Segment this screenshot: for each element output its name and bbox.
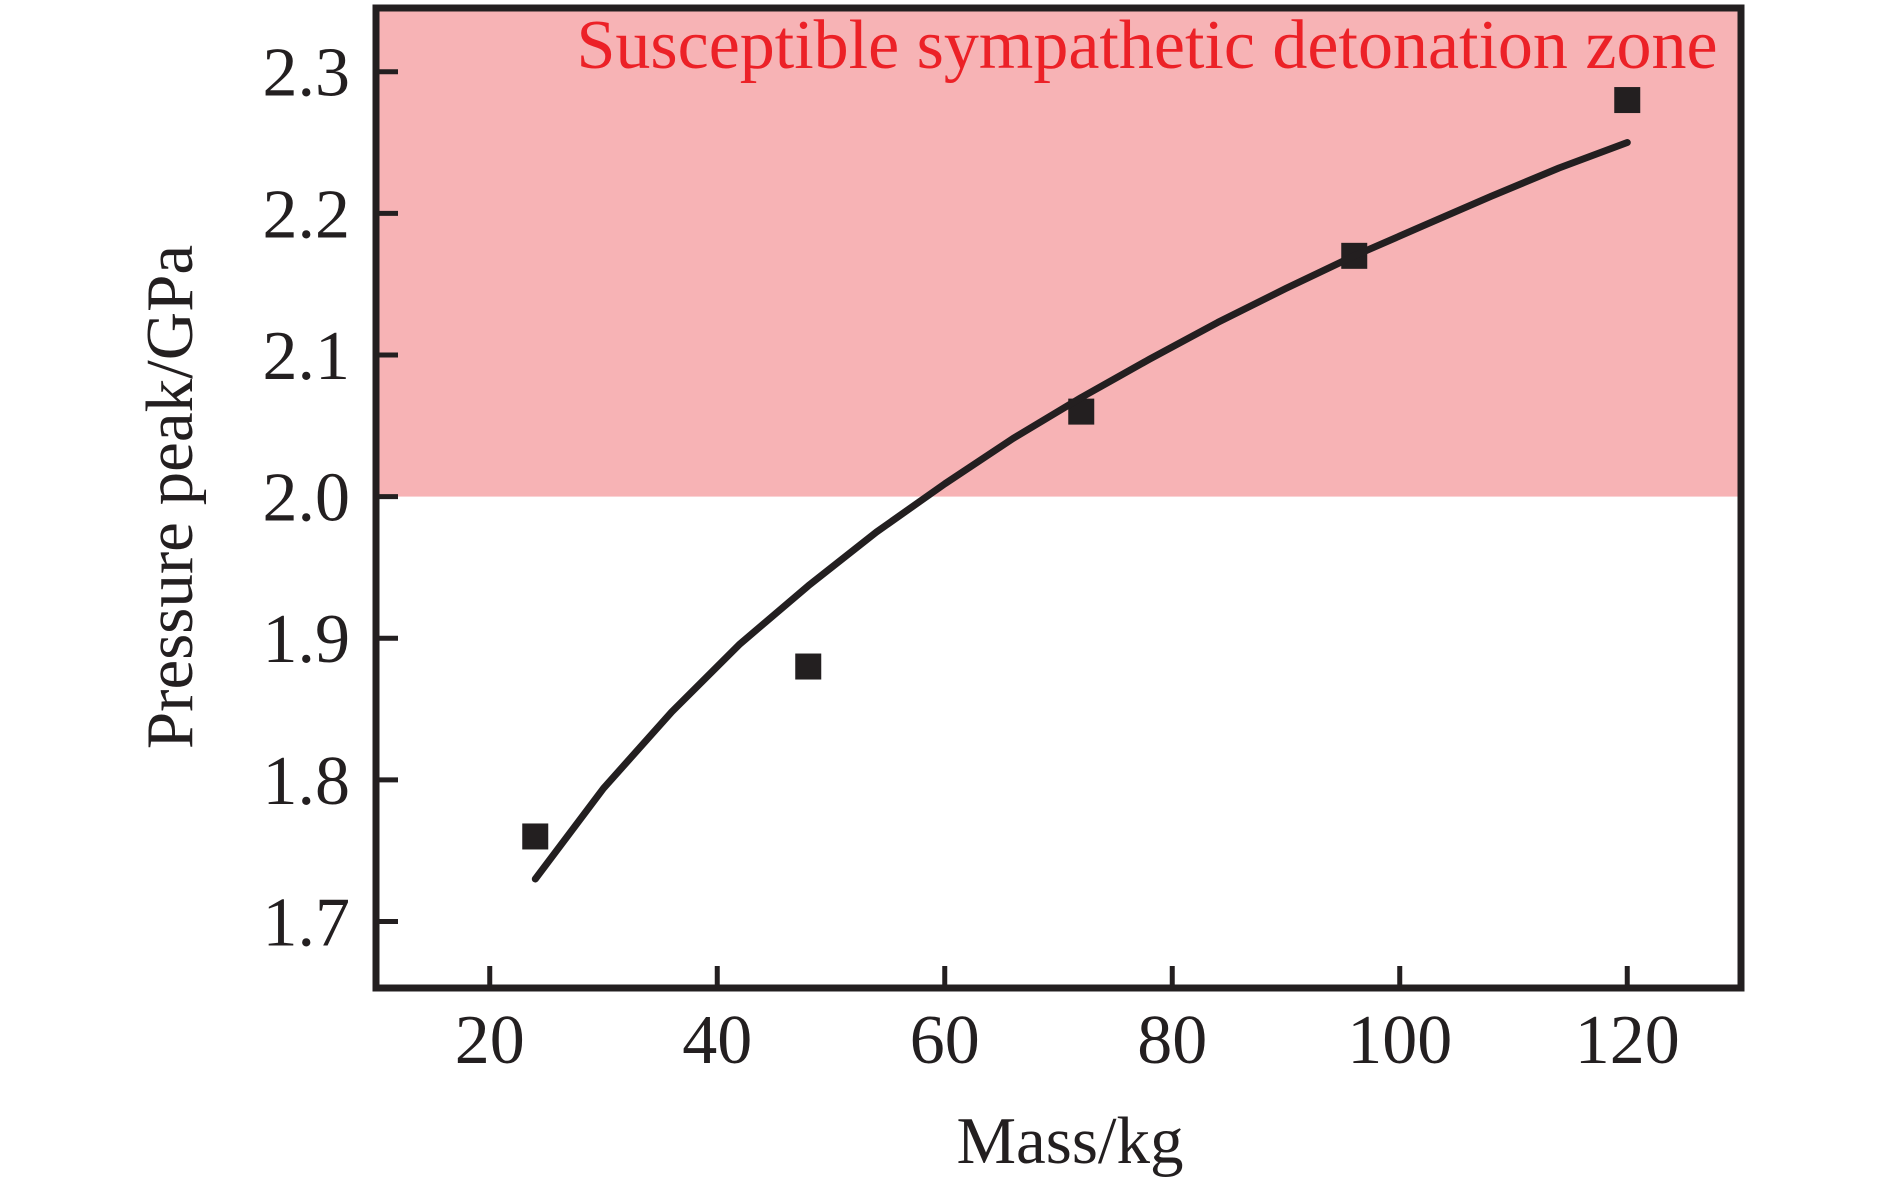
y-tick-label-2.0: 2.0: [263, 460, 351, 537]
x-tick-label-40: 40: [682, 1002, 752, 1079]
x-tick-label-80: 80: [1137, 1002, 1207, 1079]
x-tick-label-100: 100: [1347, 1002, 1452, 1079]
zone-label: Susceptible sympathetic detonation zone: [576, 7, 1717, 84]
ticks-layer: 20 40 60 80 100 120 1.7 1.8 1.9 2.0 2.1 2.2 2.3: [263, 35, 1680, 1079]
x-tick-label-20: 20: [455, 1002, 525, 1079]
y-tick-label-1.7: 1.7: [263, 884, 351, 961]
y-tick-label-1.8: 1.8: [263, 743, 351, 820]
x-tick-label-60: 60: [910, 1002, 980, 1079]
y-axis-title: Pressure peak/GPa: [133, 245, 207, 749]
y-tick-label-1.9: 1.9: [263, 601, 351, 678]
plot-border: [372, 4, 1745, 992]
y-tick-label-2.3: 2.3: [263, 35, 351, 112]
x-tick-label-120: 120: [1575, 1002, 1680, 1079]
y-tick-label-2.1: 2.1: [263, 318, 351, 395]
data-point-marker: [522, 823, 549, 850]
x-axis-title: Mass/kg: [956, 1104, 1183, 1178]
data-point-marker: [1614, 87, 1641, 114]
data-point-marker: [795, 653, 822, 680]
series-layer: [522, 87, 1641, 883]
y-tick-label-2.2: 2.2: [263, 176, 351, 253]
fitted-curve: [531, 139, 1631, 883]
